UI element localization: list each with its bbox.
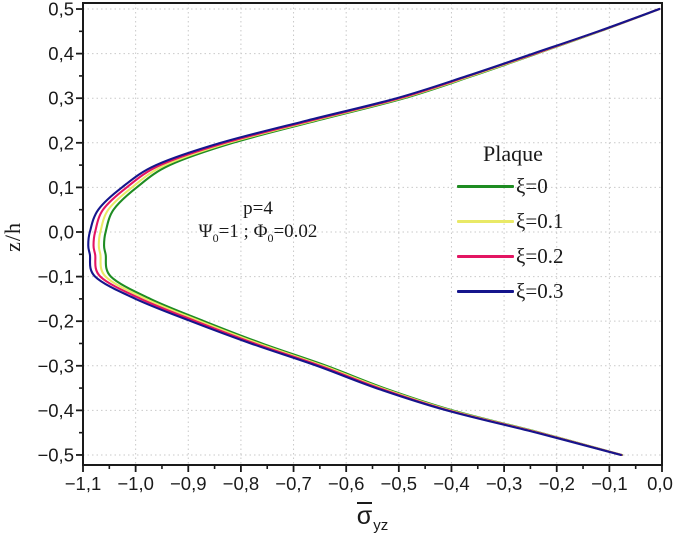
legend-label-xi-0-1: ξ=0.1	[516, 209, 564, 233]
x-tick-label: −0,2	[538, 473, 575, 494]
legend-line-xi-0-3	[457, 290, 514, 293]
legend-item-xi-0-2: ξ=0.2	[457, 239, 597, 274]
x-tick-label: −1,0	[117, 473, 154, 494]
phi-subscript: 0	[267, 230, 274, 245]
x-tick-label: −0,8	[223, 473, 260, 494]
y-tick-label: −0,3	[37, 355, 74, 376]
axis-frame	[82, 2, 663, 466]
y-tick-label: 0,3	[48, 88, 74, 109]
legend-item-xi-0-1: ξ=0.1	[457, 204, 597, 239]
x-tick-label: −0,4	[433, 473, 470, 494]
x-tick-label: −0,5	[381, 473, 418, 494]
psi-symbol: Ψ	[198, 221, 213, 242]
y-tick-label: 0,1	[48, 177, 74, 198]
legend-line-xi-0-2	[457, 255, 514, 258]
legend-line-xi-0-1	[457, 220, 514, 223]
psi-subscript: 0	[212, 230, 219, 245]
x-tick-label: −0,1	[591, 473, 628, 494]
y-tick-label: 0,2	[48, 132, 74, 153]
x-tick-label: 0,0	[647, 473, 673, 494]
parameter-annotation: p=4 Ψ0=1 ; Φ0=0.02	[160, 197, 356, 250]
x-tick-label: −1,1	[65, 473, 102, 494]
phi-symbol: Φ	[253, 221, 268, 242]
legend-line-xi-0	[457, 185, 514, 188]
legend-title: Plaque	[483, 141, 543, 166]
annotation-line2: Ψ0=1 ; Φ0=0.02	[160, 220, 356, 250]
legend-item-xi-0-3: ξ=0.3	[457, 274, 597, 309]
series-curve-3	[87, 7, 661, 457]
y-tick-label: −0,2	[37, 311, 74, 332]
sigma-bar-symbol: σ	[356, 502, 373, 530]
annotation-line1: p=4	[243, 198, 273, 219]
y-tick-label: 0,0	[48, 221, 74, 242]
x-tick-label: −0,3	[486, 473, 523, 494]
legend-label-xi-0-3: ξ=0.3	[516, 279, 564, 303]
sigma-subscript: yz	[373, 517, 389, 534]
x-tick-label: −0,7	[275, 473, 312, 494]
psi-value: =1 ;	[218, 221, 254, 242]
y-tick-label: −0,5	[37, 444, 74, 465]
x-tick-label: −0,6	[328, 473, 365, 494]
phi-value: =0.02	[273, 221, 318, 242]
x-tick-label: −0,9	[170, 473, 207, 494]
legend: Plaque ξ=0 ξ=0.1 ξ=0.2 ξ=0.3	[457, 141, 597, 309]
legend-label-xi-0: ξ=0	[516, 174, 548, 198]
y-axis-title: z/h	[0, 222, 25, 252]
y-tick-label: 0,5	[48, 0, 74, 20]
x-axis-title: σyz	[272, 501, 472, 534]
y-tick-label: −0,4	[37, 400, 74, 421]
legend-label-xi-0-2: ξ=0.2	[516, 244, 564, 268]
y-tick-label: −0,1	[37, 266, 74, 287]
legend-item-xi-0: ξ=0	[457, 169, 597, 204]
y-tick-label: 0,4	[48, 43, 74, 64]
